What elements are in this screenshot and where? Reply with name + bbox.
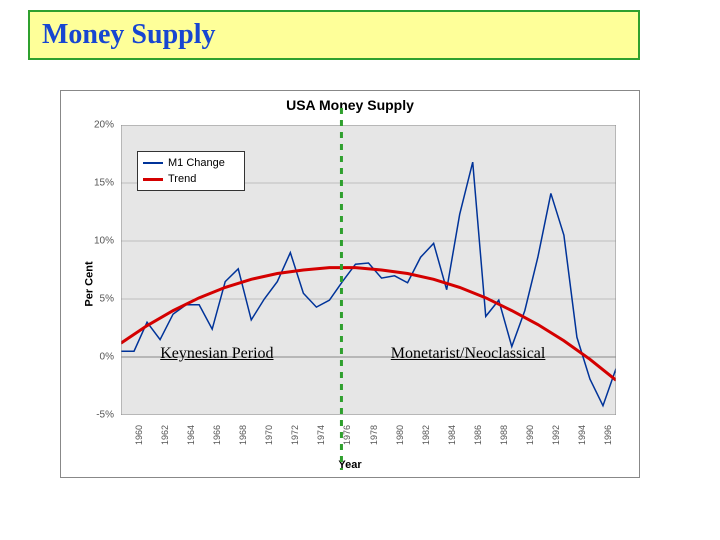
chart-title: USA Money Supply: [61, 91, 639, 113]
plot-area: -5%0%5%10%15%20% 19601962196419661968197…: [121, 125, 616, 415]
y-axis-label: Per Cent: [84, 261, 96, 306]
legend-item-trend: Trend: [143, 171, 239, 187]
x-tick-label: 1972: [290, 425, 300, 445]
y-tick-label: -5%: [96, 410, 114, 421]
x-tick-label: 1980: [395, 425, 405, 445]
banner-title: Money Supply: [42, 19, 216, 51]
x-tick-label: 1974: [316, 425, 326, 445]
x-tick-label: 1966: [212, 425, 222, 445]
x-tick-label: 1986: [473, 425, 483, 445]
y-tick-label: 15%: [94, 178, 114, 189]
x-tick-label: 1994: [577, 425, 587, 445]
title-banner: Money Supply: [28, 10, 640, 60]
x-tick-label: 1964: [186, 425, 196, 445]
x-axis-label: Year: [338, 459, 361, 471]
legend-label-trend: Trend: [168, 173, 196, 185]
x-tick-label: 1976: [342, 425, 352, 445]
legend: M1 Change Trend: [137, 151, 245, 191]
x-tick-label: 1960: [134, 425, 144, 445]
annotation-keynesian: Keynesian Period: [160, 345, 273, 363]
x-tick-label: 1978: [369, 425, 379, 445]
x-tick-label: 1970: [264, 425, 274, 445]
y-tick-label: 20%: [94, 120, 114, 131]
legend-item-m1: M1 Change: [143, 155, 239, 171]
legend-swatch-m1: [143, 162, 163, 164]
x-tick-label: 1982: [421, 425, 431, 445]
y-tick-label: 10%: [94, 236, 114, 247]
y-tick-label: 5%: [100, 294, 114, 305]
x-tick-label: 1990: [525, 425, 535, 445]
legend-swatch-trend: [143, 178, 163, 181]
x-tick-label: 1962: [160, 425, 170, 445]
y-tick-label: 0%: [100, 352, 114, 363]
chart-container: USA Money Supply Per Cent Year -5%0%5%10…: [60, 90, 640, 478]
x-tick-label: 1992: [551, 425, 561, 445]
x-tick-label: 1984: [447, 425, 457, 445]
legend-label-m1: M1 Change: [168, 157, 225, 169]
annotation-monetarist: Monetarist/Neoclassical: [391, 345, 546, 363]
x-tick-label: 1988: [499, 425, 509, 445]
x-tick-label: 1968: [238, 425, 248, 445]
x-tick-label: 1996: [603, 425, 613, 445]
